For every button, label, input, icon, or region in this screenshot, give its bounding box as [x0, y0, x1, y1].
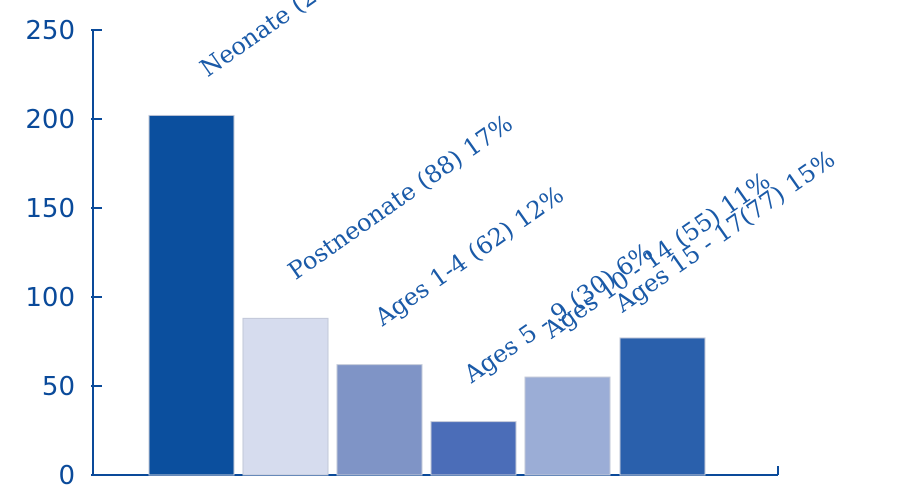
y-tick-label: 200 [25, 105, 75, 135]
y-tick-label: 250 [25, 16, 75, 46]
bar-data-label: Neonate (202) 39% [195, 0, 405, 82]
bar-ages-1-4 [336, 364, 423, 476]
y-tick-label: 100 [25, 283, 75, 313]
bar-ages-10-14 [524, 376, 611, 476]
bar-ages-15-17 [619, 337, 706, 476]
y-tick-label: 150 [25, 194, 75, 224]
bar-neonate [148, 114, 235, 476]
bar-ages-5-9 [430, 421, 517, 476]
bar-postneonate [242, 317, 329, 476]
bar-data-label: Ages 10 - 14 (55) 11% [538, 167, 775, 345]
bar-data-label: Ages 15 - 17(77) 15% [609, 145, 840, 319]
chart-bars [148, 114, 706, 476]
y-tick-label: 50 [42, 372, 75, 402]
y-tick-label: 0 [58, 461, 75, 489]
